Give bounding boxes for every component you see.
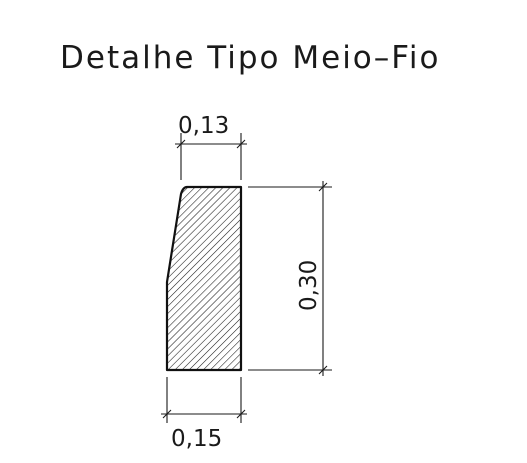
height-label: 0,30: [296, 260, 322, 311]
top-tick-right: [236, 139, 246, 149]
bottom-width-label: 0,15: [171, 426, 222, 452]
height-tick-bottom: [318, 365, 328, 375]
top-width-label: 0,13: [178, 113, 229, 139]
bottom-tick-left: [162, 409, 172, 419]
bottom-width-dimension: 0,15: [161, 377, 247, 452]
drawing-title: Detalhe Tipo Meio–Fio: [60, 40, 440, 76]
height-dimension: 0,30: [248, 181, 332, 376]
bottom-tick-right: [236, 409, 246, 419]
top-width-dimension: 0,13: [175, 113, 247, 180]
top-tick-left: [176, 139, 186, 149]
curb-cross-section: [165, 185, 243, 372]
height-tick-top: [318, 182, 328, 192]
